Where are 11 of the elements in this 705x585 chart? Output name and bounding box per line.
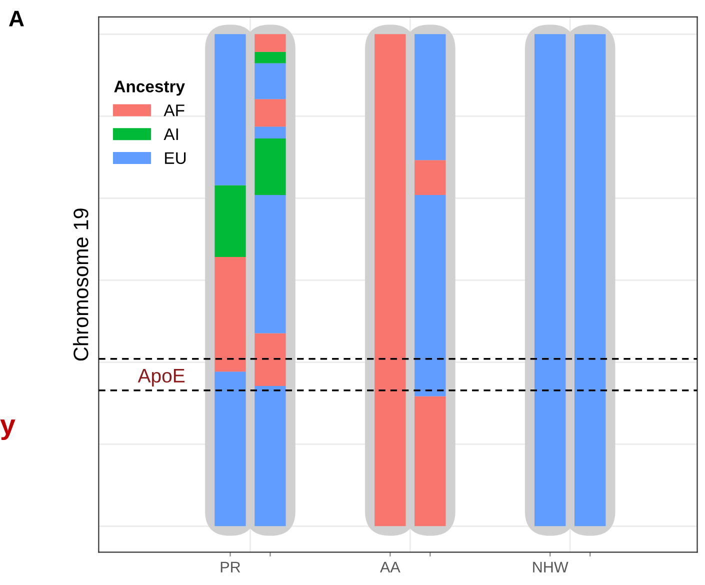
text: A: [9, 10, 24, 26]
x-tick-label: PR: [220, 562, 240, 572]
text: y: [0, 420, 16, 440]
legend-label: AI: [164, 128, 178, 140]
legend-label: EU: [165, 152, 186, 164]
legend-label: AF: [164, 104, 184, 116]
y-axis-title: Chromosome 19: [73, 208, 88, 361]
x-tick-label: NHW: [533, 562, 568, 572]
x-tick-label: AA: [380, 562, 400, 572]
ref-line-label: ApoE: [138, 369, 184, 386]
legend-title: Ancestry: [114, 80, 185, 96]
